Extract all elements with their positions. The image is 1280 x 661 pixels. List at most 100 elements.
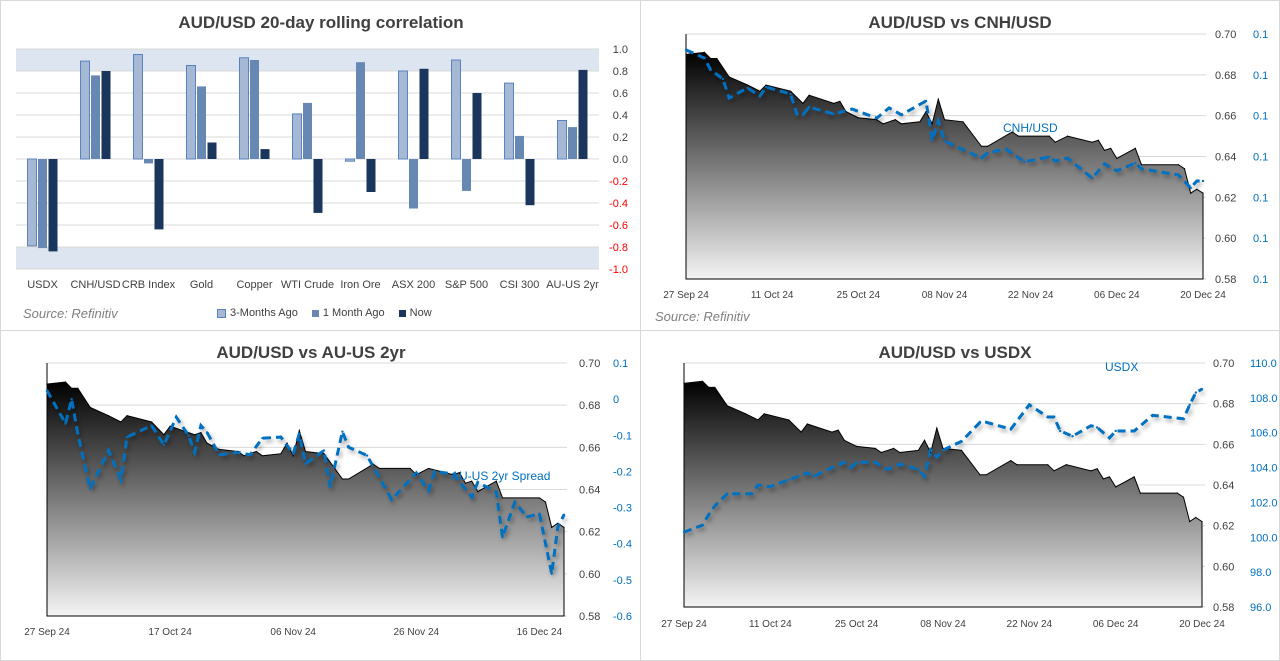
secondary-data-point [886, 468, 889, 471]
secondary-data-point [187, 434, 190, 437]
secondary-data-point [347, 446, 350, 449]
legend-label: 3-Months Ago [230, 307, 298, 319]
bar-3-months-ago [504, 82, 514, 160]
secondary-data-point [1195, 179, 1199, 183]
secondary-data-point [1028, 403, 1031, 407]
au-us-2yr-chart-panel: AUD/USD vs AU-US 2yr 0.70 0.68 0.66 0.64 0.62… [0, 330, 641, 661]
aud-vs-usdx-chart: AUD/USD vs USDX 0.70 0.68 0.66 0.64 0.62 0.60 0… [661, 343, 1277, 630]
secondary-data-point [175, 416, 178, 419]
bar-now [366, 159, 376, 192]
aud-usd-data-point [808, 94, 810, 96]
aud-usd-data-point [880, 451, 882, 454]
chart-title: AUD/USD vs AU-US 2yr [216, 343, 406, 362]
aud-usd-data-point [1010, 460, 1012, 462]
y2-tick-label: 0.1 [1253, 233, 1268, 245]
secondary-data-point [769, 485, 772, 488]
category-label: USDX [27, 279, 58, 291]
correlation-chart-panel: AUD/USD 20-day rolling correlation 1.0 0.8… [0, 0, 641, 331]
usdx-chart-panel: AUD/USD vs USDX 0.70 0.68 0.66 0.64 0.62 0.60 0… [640, 330, 1280, 661]
secondary-data-point [218, 453, 221, 457]
secondary-data-point [298, 432, 301, 436]
secondary-data-point [1023, 160, 1026, 164]
y-tick-label: -0.6 [609, 220, 628, 232]
y-tick-label: 0.68 [579, 400, 600, 412]
bar-3-months-ago [345, 158, 355, 162]
secondary-data-point [807, 105, 811, 109]
y-tick-label: 0.64 [1213, 480, 1234, 492]
bar-now [48, 159, 58, 252]
aud-usd-data-point [1190, 192, 1192, 194]
bar-1-month-ago [462, 159, 471, 191]
aud-usd-data-point [243, 455, 245, 457]
legend-item-now: Now [398, 307, 432, 319]
secondary-data-point [873, 461, 877, 464]
series-label: AU-US 2yr Spread [451, 469, 550, 483]
category-label: CSI 300 [500, 279, 540, 291]
y2-tick-label: -0.5 [613, 575, 632, 587]
aud-usd-area [683, 380, 1203, 608]
secondary-data-point [452, 472, 455, 476]
aud-usd-data-point [286, 442, 288, 444]
aud-usd-data-point [477, 491, 479, 493]
secondary-data-point [980, 156, 983, 160]
bar-1-month-ago [38, 159, 47, 249]
aud-usd-data-point [1090, 470, 1092, 472]
aud-usd-data-point [551, 526, 553, 529]
secondary-data-point [1132, 429, 1136, 433]
cnh-chart-panel: AUD/USD vs CNH/USD 0.70 0.68 0.66 0.64 0.62 0.… [640, 0, 1280, 331]
secondary-data-point [795, 112, 798, 116]
secondary-data-point [1114, 429, 1117, 433]
aud-usd-data-point [255, 450, 257, 453]
secondary-data-point [1095, 426, 1099, 429]
aud-usd-data-point [427, 467, 430, 470]
secondary-data-point [1194, 391, 1198, 394]
y-tick-label: 0.2 [613, 132, 628, 144]
secondary-data-point [291, 452, 295, 455]
secondary-data-point [937, 119, 940, 123]
secondary-data-point [1047, 155, 1051, 159]
secondary-data-point [830, 466, 834, 469]
aud-usd-data-point [1103, 149, 1106, 151]
secondary-data-point [1091, 176, 1094, 180]
correlation-bar-chart: AUD/USD 20-day rolling correlation 1.0 0.8… [16, 13, 628, 291]
aud-usd-data-point [89, 406, 91, 408]
secondary-data-point [832, 112, 835, 116]
y2-tick-label: 0 [613, 394, 619, 406]
x-tick-label: 26 Nov 24 [393, 627, 439, 638]
x-tick-label: 27 Sep 24 [663, 290, 709, 301]
y-tick-label: 0.62 [1215, 192, 1236, 204]
aud-usd-data-point [683, 382, 685, 384]
aud-usd-data-point [839, 100, 841, 102]
aud-usd-data-point [1202, 192, 1204, 194]
bar-3-months-ago [398, 70, 408, 160]
y-tick-label: 0.4 [613, 110, 628, 122]
secondary-data-point [193, 451, 196, 454]
y2-tick-label: -0.2 [613, 466, 632, 478]
secondary-data-point [806, 471, 809, 474]
secondary-data-point [887, 106, 891, 110]
y-tick-label: 0.68 [1213, 399, 1234, 411]
x-tick-label: 06 Nov 24 [270, 627, 316, 638]
aud-usd-data-point [1134, 147, 1136, 149]
aud-usd-data-point [843, 439, 845, 441]
aud-usd-data-point [937, 98, 939, 100]
secondary-data-point [162, 443, 166, 447]
aud-usd-data-point [882, 123, 884, 125]
y-tick-label: 0.70 [579, 358, 600, 370]
y-tick-label: 0.64 [1215, 152, 1236, 164]
aud-usd-data-point [501, 497, 504, 499]
aud-usd-data-point [64, 381, 67, 383]
secondary-data-point [843, 461, 846, 464]
bar-1-month-ago [356, 62, 365, 160]
y-tick-label: 0.60 [1213, 561, 1234, 573]
legend-label: Now [409, 307, 432, 319]
aud-usd-data-point [923, 439, 926, 441]
secondary-data-point [562, 513, 566, 516]
y2-tick-label: 0.1 [613, 358, 628, 370]
aud-usd-data-point [1195, 516, 1197, 519]
aud-usd-data-point [765, 84, 767, 86]
secondary-data-point [917, 468, 920, 471]
aud-usd-data-point [925, 110, 927, 113]
secondary-data-point [812, 475, 815, 478]
y-tick-label: 0.6 [613, 88, 628, 100]
